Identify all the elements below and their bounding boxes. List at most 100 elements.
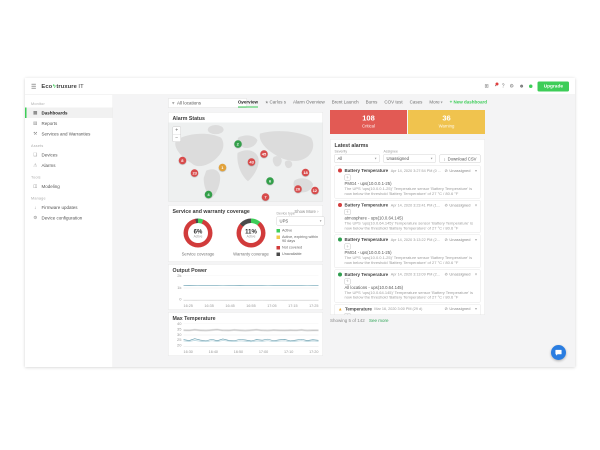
profile-icon[interactable]: ☻ [518,83,525,89]
map-markers-layer: 2 45 43 8 1 23 18 6 20 12 4 7 [169,123,323,202]
map-marker-critical[interactable]: 45 [260,150,268,158]
critical-label: Critical [362,123,375,129]
notification-badge [495,82,499,86]
expand-chevron-icon[interactable]: ▾ [474,272,477,277]
warning-count: 36 [442,114,451,123]
tab-brent-launch[interactable]: Brent Launch [331,99,359,105]
tab-carlos-s[interactable]: ★Carlos s [264,99,287,105]
apps-grid-icon[interactable]: ⊞ [484,83,489,89]
alarm-item[interactable]: ▲ Temperature Mar 16, 2020 3:00 PM (29 d) ⊘… [334,303,481,315]
app-window: ☰ Eco ϟ truxure IT ⊞ ◔? ⚙ ☻ Upgrade Monitor ▦ Da… [25,78,575,367]
sidebar-section-label: Manage [31,196,46,201]
critical-alarms-stat[interactable]: 108 Critical [330,110,407,134]
chevron-down-icon: ▾ [430,157,433,161]
chevron-down-icon: ▾ [374,157,377,161]
tab-overview[interactable]: Overview [237,100,258,108]
expand-chevron-icon[interactable]: ▾ [474,202,477,208]
tab-cases[interactable]: Cases [409,99,423,105]
tab-cov-test[interactable]: COV test [384,99,403,105]
sidebar-item-dashboards[interactable]: ▦ Dashboards [25,107,113,118]
map-marker-ok[interactable]: 4 [204,190,213,199]
map-marker-critical[interactable]: 8 [178,156,187,165]
zoom-in-button[interactable]: + [173,127,181,135]
alarm-item[interactable]: Battery Temperature Apr 14, 2020 3:23:41 … [334,200,481,234]
tab-more[interactable]: More▾ [429,99,443,105]
map-marker-ok[interactable]: 2 [234,140,242,148]
expand-chevron-icon[interactable]: ▾ [474,168,477,173]
warning-alarms-stat[interactable]: 36 Warning [408,110,485,134]
star-icon: ★ [264,100,269,105]
alarm-status-card: Alarm Status 2 45 43 8 1 23 18 6 20 12 4 7 [168,112,323,202]
wrench-icon: ⚒ [33,131,38,136]
alarm-device: PMG4 - ups(10.0.0.1-25) [344,181,392,186]
legend-label: Active [282,228,293,233]
sidebar-item-firmware-updates[interactable]: ↓ Firmware updates [25,202,113,213]
y-tick-label: 0 [179,297,182,302]
sidebar-item-alarms[interactable]: ⚠ Alarms [25,160,113,171]
menu-icon[interactable]: ☰ [31,82,37,90]
alarm-item[interactable]: Battery Temperature Apr 14, 2020 3:27:54 … [334,165,481,199]
sidebar-item-device-configuration[interactable]: ⚙ Device configuration [25,213,113,224]
sidebar-item-label: Modeling [41,183,60,189]
device-type-select[interactable]: UPS ▾ [276,216,325,226]
unassigned-icon: ⊘ [444,306,448,312]
help-icon[interactable]: ? [501,83,505,89]
map-marker-ok[interactable]: 6 [266,177,274,185]
device-type-icon: ϟ [344,312,351,315]
alarm-item[interactable]: Battery Temperature Apr 14, 2020 3:13:09 … [334,269,481,303]
cube-icon: ◫ [33,183,38,189]
sidebar-item-modeling[interactable]: ◫ Modeling [25,181,113,192]
chevron-down-icon: ▾ [440,100,443,105]
alarm-timestamp: Mar 16, 2020 3:00 PM (29 d) [374,306,423,312]
new-dashboard-button[interactable]: + New dashboard [449,99,487,105]
tab-burns[interactable]: Burns [365,99,378,105]
status-dot [529,84,533,88]
map-marker-critical[interactable]: 20 [294,185,302,193]
world-map[interactable]: 2 45 43 8 1 23 18 6 20 12 4 7 + − [168,122,323,202]
map-marker-critical[interactable]: 12 [311,186,319,195]
ok-severity-icon [338,272,342,277]
chevron-down-icon: ▾ [319,219,322,224]
chat-fab[interactable] [551,345,566,360]
sidebar-item-label: Alarms [41,162,56,168]
show-more-link[interactable]: Show More › [294,209,319,214]
service-coverage-label: Service coverage [181,251,215,257]
notifications-bell-icon[interactable]: ◔ [493,82,499,89]
sidebar-item-devices[interactable]: ❑ Devices [25,150,113,161]
donut-percent: 11% [245,227,257,235]
zoom-out-button[interactable]: − [175,135,179,141]
expand-chevron-icon[interactable]: ▾ [474,306,477,312]
output-power-card: Output Power 2k 1k 0 16:25 16:35 16:45 16:55 1… [168,264,323,310]
device-type-icon: ϟ [344,278,351,285]
upgrade-button[interactable]: Upgrade [537,81,569,92]
donut-sublabel: Active [193,234,203,239]
map-marker-critical[interactable]: 43 [247,158,256,166]
see-more-link[interactable]: See more [369,318,389,323]
map-marker-critical[interactable]: 18 [301,168,310,177]
alarm-assignment: ⊘ Unassigned [444,272,471,277]
warning-label: Warning [438,123,455,129]
map-marker-critical[interactable]: 7 [261,193,270,201]
legend-item: Active, expiring within 90 days [276,234,322,244]
x-tick-label: 16:30 [183,349,193,355]
tab-alarm-overview[interactable]: Alarm Overview [293,99,325,105]
expand-chevron-icon[interactable]: ▾ [474,237,477,242]
alarm-item[interactable]: Battery Temperature Apr 14, 2020 3:13:22 … [334,234,481,268]
logo-text-it: IT [78,83,84,90]
sidebar-section-label: Assets [31,143,44,149]
sidebar-item-reports[interactable]: ▤ Reports [25,118,113,129]
legend-swatch [276,252,280,256]
map-marker-critical[interactable]: 23 [190,169,199,177]
severity-select[interactable]: All ▾ [334,154,380,163]
y-tick-label: 40 [177,321,182,327]
location-select[interactable]: ⌖ All locations ▾ [168,98,247,108]
settings-gear-icon[interactable]: ⚙ [509,83,514,89]
download-csv-button[interactable]: ↓ Download CSV [439,154,481,163]
assignee-select[interactable]: Unassigned ▾ [383,154,436,163]
chevron-down-icon: ▾ [240,100,243,106]
x-axis-ticks: 16:25 16:35 16:45 16:55 17:05 17:15 17:25 [184,304,319,309]
sidebar-item-services-and-warranties[interactable]: ⚒ Services and Warranties [25,129,113,140]
output-power-chart [184,276,319,301]
dashboard-tabs: Overview ★Carlos s Alarm Overview Brent Lau… [237,98,487,109]
map-marker-warning[interactable]: 1 [218,163,227,172]
